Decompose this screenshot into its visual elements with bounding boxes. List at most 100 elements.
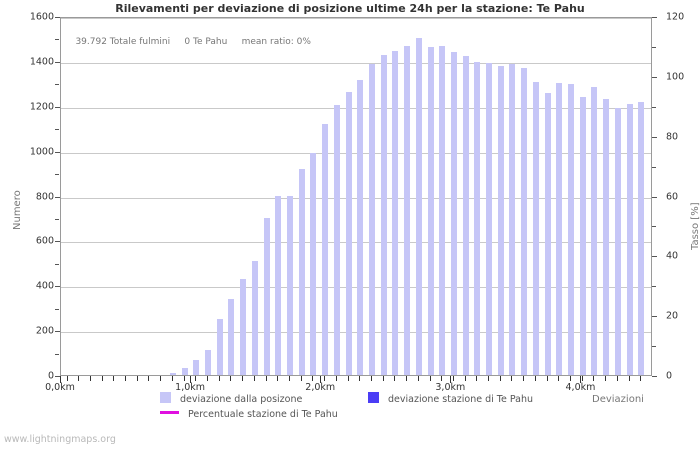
chart-legend: deviazione dalla posizone deviazione sta… xyxy=(0,392,700,432)
y-axis-left-minor-tick xyxy=(55,129,59,130)
x-axis-tick xyxy=(453,376,454,381)
x-axis-tick xyxy=(242,376,243,381)
x-axis-tick-label: 0,0km xyxy=(45,382,75,393)
bar[interactable] xyxy=(626,103,633,375)
bar[interactable] xyxy=(603,99,610,375)
bar[interactable] xyxy=(427,47,434,375)
bar[interactable] xyxy=(521,67,528,375)
y-axis-left-tick-label: 800 xyxy=(35,191,54,202)
x-axis-tick xyxy=(336,376,337,381)
x-axis-tick xyxy=(570,376,571,381)
x-axis-tick xyxy=(289,376,290,381)
bar[interactable] xyxy=(638,102,645,375)
bar[interactable] xyxy=(169,372,176,375)
y-axis-left-tick-label: 400 xyxy=(35,280,54,292)
y-axis-right-minor-tick xyxy=(652,286,656,287)
bar[interactable] xyxy=(286,195,293,375)
bar[interactable] xyxy=(368,64,375,375)
bar[interactable] xyxy=(380,55,387,375)
x-axis-title: Deviazioni xyxy=(592,394,644,405)
gridline xyxy=(61,108,651,109)
gridline xyxy=(61,198,651,199)
legend-item-deviation[interactable]: deviazione dalla posizone xyxy=(160,392,302,405)
bar[interactable] xyxy=(216,318,223,375)
y-axis-right-tick xyxy=(652,137,657,138)
plot-area xyxy=(60,17,652,376)
y-axis-left-tick-label: 0 xyxy=(47,370,54,382)
legend-swatch-station xyxy=(368,392,379,403)
x-axis-tick xyxy=(582,376,583,381)
legend-item-station[interactable]: deviazione stazione di Te Pahu xyxy=(368,392,533,405)
y-axis-left-tick-label: 1600 xyxy=(29,11,54,23)
bar[interactable] xyxy=(345,92,352,375)
x-axis-tick-label: 4,0km xyxy=(565,382,596,393)
x-axis-tick xyxy=(593,376,594,381)
bar[interactable] xyxy=(462,56,469,375)
bar[interactable] xyxy=(486,63,493,375)
x-axis-tick xyxy=(148,376,149,381)
bar[interactable] xyxy=(298,168,305,375)
bar[interactable] xyxy=(240,278,247,375)
y-axis-left-tick xyxy=(55,62,60,63)
bar[interactable] xyxy=(181,368,188,375)
y-axis-left-minor-tick xyxy=(55,354,59,355)
x-axis-tick xyxy=(230,376,231,381)
bar[interactable] xyxy=(322,123,329,375)
bar[interactable] xyxy=(497,66,504,375)
bar[interactable] xyxy=(532,82,539,375)
y-axis-left-minor-tick xyxy=(55,174,59,175)
bar[interactable] xyxy=(568,84,575,375)
y-axis-right-tick-label: 0 xyxy=(666,370,673,382)
y-axis-left-minor-tick xyxy=(55,264,59,265)
bar[interactable] xyxy=(275,195,282,375)
bar[interactable] xyxy=(544,93,551,375)
x-axis-tick-label: 2,0km xyxy=(305,382,336,393)
y-axis-left-tick xyxy=(55,17,60,18)
x-axis-tick xyxy=(476,376,477,381)
x-axis-tick xyxy=(172,376,173,381)
x-axis-tick xyxy=(348,376,349,381)
bar[interactable] xyxy=(205,350,212,375)
bar[interactable] xyxy=(614,108,621,375)
bar[interactable] xyxy=(591,86,598,375)
bar[interactable] xyxy=(439,46,446,375)
bar[interactable] xyxy=(509,64,516,375)
y-axis-left-tick xyxy=(55,107,60,108)
x-axis-tick xyxy=(125,376,126,381)
gridline xyxy=(61,153,651,154)
y-axis-left-tick-label: 600 xyxy=(35,235,54,247)
bar[interactable] xyxy=(263,217,270,375)
y-axis-left-tick-label: 1000 xyxy=(29,146,54,158)
x-axis-tick xyxy=(617,376,618,381)
bar[interactable] xyxy=(450,51,457,375)
x-axis-tick xyxy=(195,376,196,381)
bar[interactable] xyxy=(310,152,317,375)
x-axis-tick xyxy=(523,376,524,381)
bar[interactable] xyxy=(193,360,200,375)
bar[interactable] xyxy=(392,50,399,375)
x-axis-tick xyxy=(605,376,606,381)
legend-label-percent: Percentuale stazione di Te Pahu xyxy=(188,409,338,420)
bar[interactable] xyxy=(579,96,586,375)
legend-item-percent[interactable]: Percentuale stazione di Te Pahu xyxy=(160,409,338,420)
y-axis-right-minor-tick xyxy=(652,47,656,48)
y-axis-left-tick xyxy=(55,286,60,287)
x-axis-tick xyxy=(277,376,278,381)
bar[interactable] xyxy=(228,298,235,375)
bar[interactable] xyxy=(556,83,563,375)
y-axis-left-tick-label: 1400 xyxy=(29,56,54,68)
x-axis-tick xyxy=(219,376,220,381)
bar[interactable] xyxy=(251,260,258,375)
bar[interactable] xyxy=(415,38,422,375)
gridline xyxy=(61,287,651,288)
bar[interactable] xyxy=(474,62,481,375)
bar[interactable] xyxy=(404,46,411,375)
y-axis-right-minor-tick xyxy=(652,346,656,347)
y-axis-left-tick-label: 1200 xyxy=(29,101,54,113)
y-axis-right-minor-tick xyxy=(652,167,656,168)
x-axis-tick xyxy=(90,376,91,381)
bar[interactable] xyxy=(333,104,340,375)
legend-label-station: deviazione stazione di Te Pahu xyxy=(388,394,534,405)
bar[interactable] xyxy=(357,79,364,375)
y-axis-left-title: Numero xyxy=(12,190,23,230)
